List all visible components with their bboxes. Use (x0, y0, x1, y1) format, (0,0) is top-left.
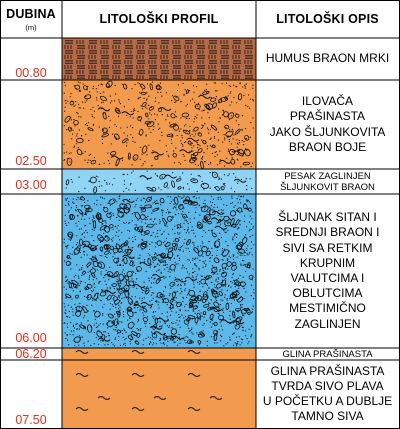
profile-column-header: LITOLOŠKI PROFIL (62, 1, 256, 37)
lithology-layer-silty-clay (62, 348, 256, 360)
layer-description: PESAK ZAGLINJEN ŠLJUNKOVIT BRAON (256, 169, 399, 194)
lithology-layer-humus (62, 38, 256, 80)
description-column-header: LITOLOŠKI OPIS (256, 1, 399, 37)
depth-label: 06.00 (0, 332, 62, 345)
depth-label: 00.80 (0, 67, 62, 80)
layer-description: ŠLJUNAK SITAN I SREDNJI BRAON I SIVI SA … (256, 194, 399, 348)
layer-description: ILOVAČA PRAŠINASTA JAKO ŠLJUNKOVITA BRAO… (256, 80, 399, 169)
depth-column-header: DUBINA (m) (0, 1, 62, 37)
layer-fill (62, 169, 256, 194)
lithology-layer-clayey-sand-gravel (62, 169, 256, 194)
lithology-layer-sandy-gravel (62, 194, 256, 348)
layer-description: GLINA PRAŠINASTA (256, 348, 399, 360)
layer-fill (62, 348, 256, 360)
depth-label: 03.00 (0, 179, 62, 192)
lithology-layer-silty-clay (62, 360, 256, 428)
lithology-layer-silty-gravelly-clay (62, 80, 256, 169)
layer-description: HUMUS BRAON MRKI (256, 38, 399, 80)
layer-fill (62, 360, 256, 428)
depth-label: 07.50 (0, 414, 62, 427)
layer-description: GLINA PRAŠINASTA TVRDA SIVO PLAVA U POČE… (256, 360, 399, 428)
layer-fill (62, 194, 256, 348)
depth-unit: (m) (25, 23, 36, 32)
depth-label: 06.20 (0, 348, 62, 361)
depth-column-title: DUBINA (6, 7, 56, 21)
depth-label: 02.50 (0, 155, 62, 168)
description-column-title: LITOLOŠKI OPIS (276, 12, 379, 26)
profile-column-title: LITOLOŠKI PROFIL (100, 12, 219, 26)
